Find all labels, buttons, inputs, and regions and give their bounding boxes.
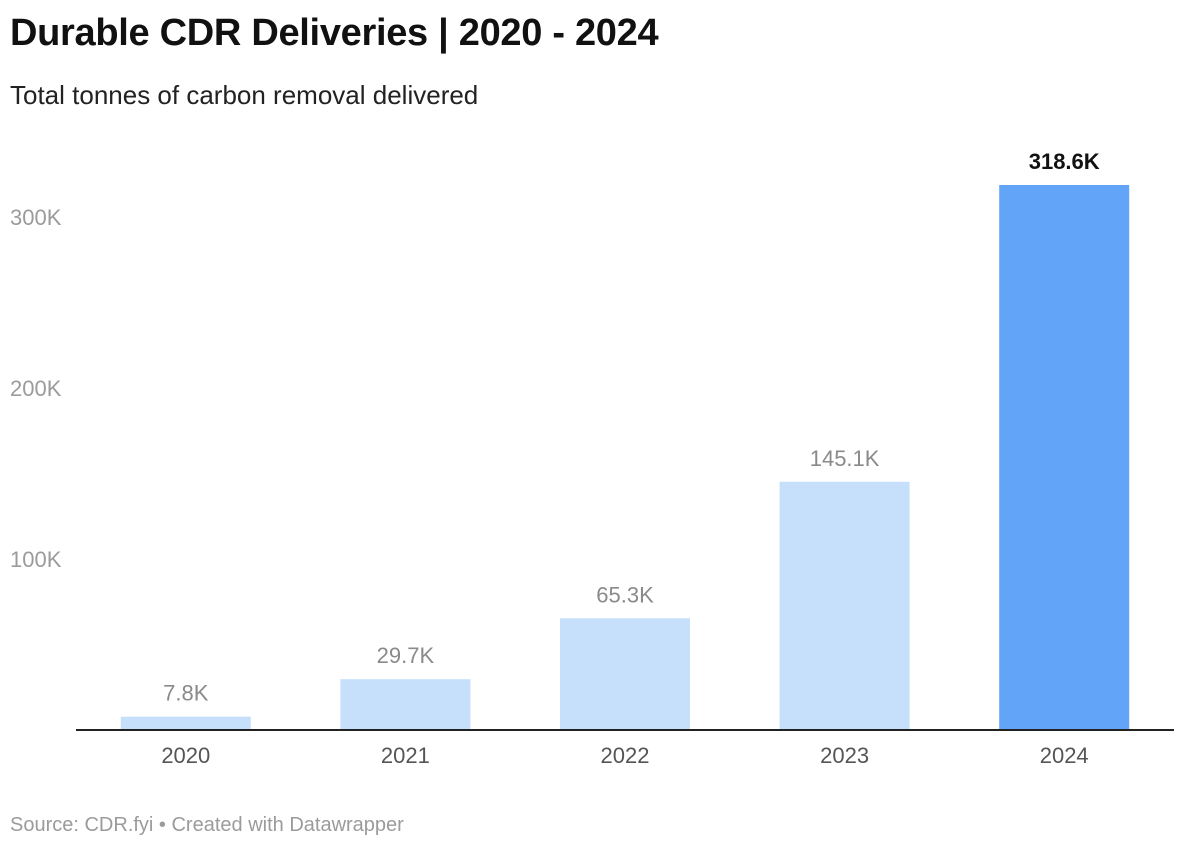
x-tick-label-2022: 2022 — [601, 743, 650, 768]
x-tick-label-2020: 2020 — [161, 743, 210, 768]
bar-2020 — [120, 716, 251, 730]
x-tick-label-2021: 2021 — [381, 743, 430, 768]
source-note: Source: CDR.fyi • Created with Datawrapp… — [10, 814, 404, 836]
x-tick-label-2023: 2023 — [820, 743, 869, 768]
value-label-2020: 7.8K — [163, 681, 209, 706]
chart-title: Durable CDR Deliveries | 2020 - 2024 — [10, 12, 659, 54]
y-tick-label: 100K — [10, 547, 62, 572]
bar-2023 — [779, 481, 910, 730]
value-label-2021: 29.7K — [377, 643, 435, 668]
bar-2024 — [999, 185, 1130, 730]
bar-2021 — [340, 679, 471, 730]
value-label-2022: 65.3K — [596, 582, 654, 607]
bar-2022 — [560, 618, 690, 730]
value-label-2023: 145.1K — [810, 446, 880, 471]
value-label-2024: 318.6K — [1029, 149, 1100, 174]
y-tick-label: 200K — [10, 376, 62, 401]
x-tick-label-2024: 2024 — [1040, 743, 1089, 768]
chart-subtitle: Total tonnes of carbon removal delivered — [10, 80, 479, 110]
y-tick-label: 300K — [10, 205, 62, 230]
